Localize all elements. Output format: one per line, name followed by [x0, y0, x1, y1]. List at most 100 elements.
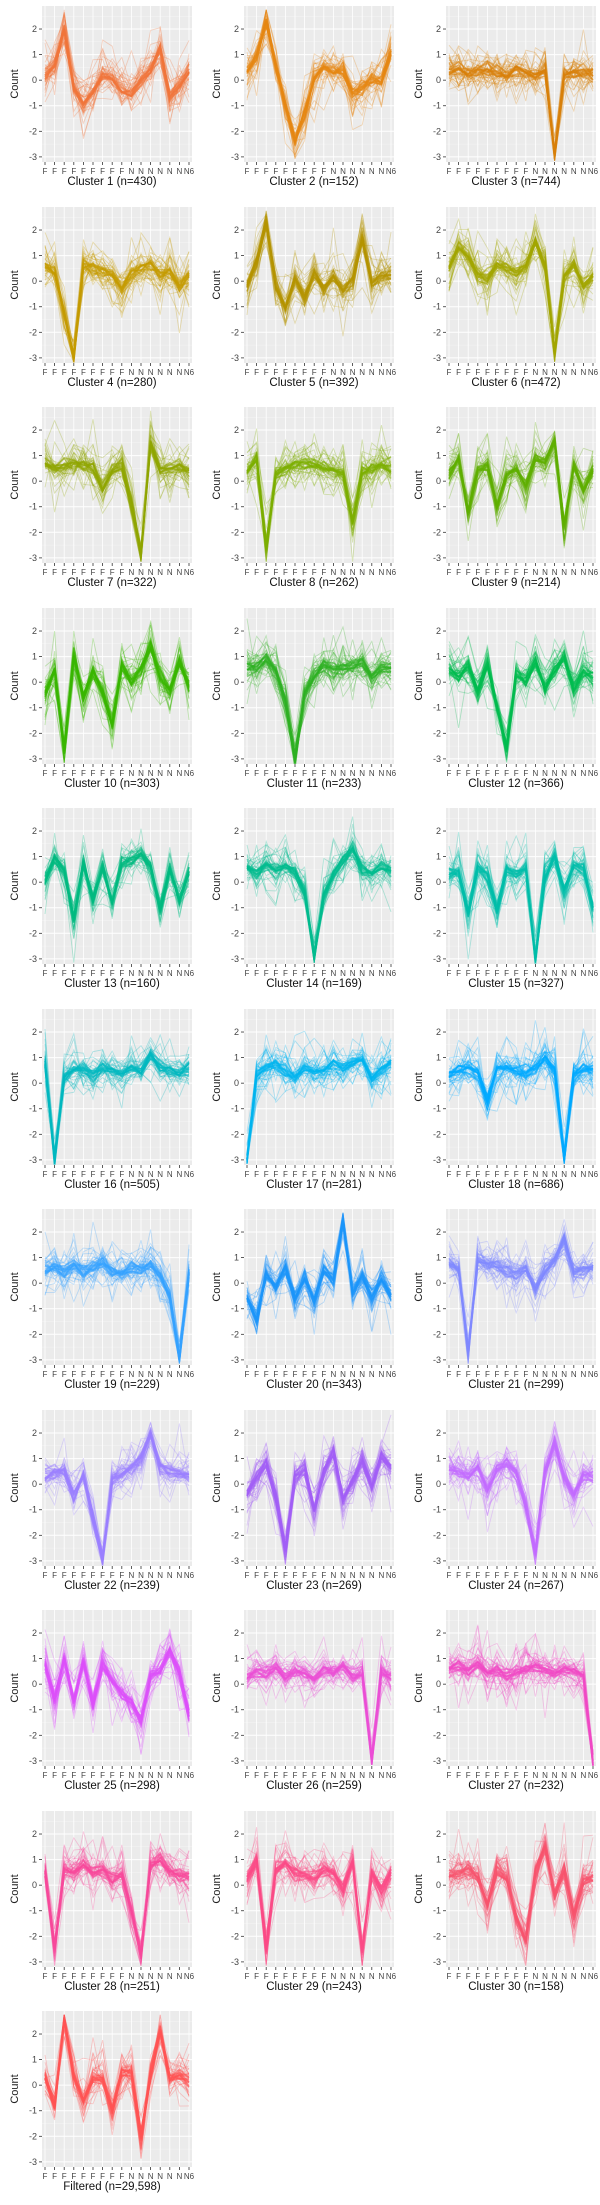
y-tick-label: -1 — [433, 301, 441, 311]
x-tick-label: N — [177, 1972, 183, 1981]
y-tick-label: 1 — [436, 1052, 441, 1062]
cluster-panel: 2 1 0 -1 -2 -3 Count F F F F F F F F F N N N N N N N6 Cluster 1… — [406, 802, 600, 1002]
x-tick-label: N — [571, 167, 577, 176]
profile-line — [44, 635, 190, 727]
x-tick-label: N6 — [184, 568, 195, 577]
y-tick-label: -3 — [231, 753, 239, 763]
cluster-panel: 2 1 0 -1 -2 -3 Count F F F F F F F F F N N N N N N N6 Cluster 2… — [2, 1805, 200, 2005]
x-tick-label: F — [264, 769, 269, 778]
x-tick-label: F — [119, 1370, 124, 1379]
y-tick-label: -1 — [231, 1504, 239, 1514]
x-tick-label: F — [447, 1571, 452, 1580]
cluster-panel: 2 1 0 -1 -2 -3 Count F F F F F F F F F N N N N N N N6 Cluster 1… — [2, 602, 200, 802]
x-tick-label: F — [43, 368, 48, 377]
profile-line — [44, 440, 190, 556]
x-tick-label: N — [581, 1771, 587, 1780]
x-tick-label: F — [312, 1972, 317, 1981]
profile-line-bundle — [44, 231, 190, 363]
panel-caption: Cluster 21 (n=299) — [468, 1379, 564, 1391]
y-tick-label: -3 — [433, 1555, 441, 1565]
x-tick-label: F — [100, 1972, 105, 1981]
x-tick-label: F — [321, 1370, 326, 1379]
x-tick-label: N — [561, 568, 567, 577]
cluster-panel: 2 1 0 -1 -2 -3 Count F F F F F F F F F N N N N N N N6 Cluster 1… — [2, 1203, 200, 1403]
x-tick-label: N — [167, 568, 173, 577]
profile-line-bundle — [246, 816, 392, 963]
profile-line — [44, 1028, 190, 1151]
cluster-panel: 2 1 0 -1 -2 -3 Count F F F F F F F F F N N N N N N N6 Cluster 1… — [406, 1003, 600, 1203]
cluster-panel: 2 1 0 -1 -2 -3 Count F F F F F F F F F N N N N N N N6 Cluster 8… — [204, 401, 402, 601]
profile-line — [448, 67, 594, 155]
x-tick-label: N — [581, 568, 587, 577]
x-tick-label: F — [466, 969, 471, 978]
x-tick-label: F — [245, 1771, 250, 1780]
x-tick-label: F — [466, 1771, 471, 1780]
x-tick-label: F — [52, 368, 57, 377]
x-tick-label: F — [81, 568, 86, 577]
x-tick-label: F — [245, 368, 250, 377]
y-tick-label: -1 — [29, 903, 37, 913]
y-tick-label: 1 — [32, 852, 37, 862]
x-tick-label: F — [264, 167, 269, 176]
y-tick-label: 1 — [436, 852, 441, 862]
x-tick-label: F — [495, 1972, 500, 1981]
x-tick-label: F — [495, 1370, 500, 1379]
x-tick-label: F — [302, 1170, 307, 1179]
x-tick-label: F — [456, 1370, 461, 1379]
profile-line — [246, 1855, 392, 1953]
profile-line — [246, 1034, 392, 1164]
x-tick-label: F — [302, 1571, 307, 1580]
profile-line — [246, 452, 392, 558]
profile-line-bundle — [44, 1221, 190, 1364]
y-tick-label: -2 — [231, 527, 239, 537]
x-tick-label: F — [523, 769, 528, 778]
profile-line-bundle — [448, 630, 594, 763]
profile-line-bundle — [246, 9, 392, 160]
profile-line — [448, 53, 594, 152]
y-axis-title: Count — [413, 1673, 425, 1702]
x-tick-label: N — [561, 1972, 567, 1981]
x-tick-label: F — [514, 1571, 519, 1580]
panel-caption: Cluster 3 (n=744) — [471, 176, 561, 188]
x-tick-label: N — [571, 1370, 577, 1379]
x-tick-label: F — [514, 969, 519, 978]
y-tick-label: -3 — [231, 954, 239, 964]
y-tick-label: -2 — [29, 1931, 37, 1941]
profile-line — [44, 1051, 190, 1164]
x-tick-label: N — [157, 368, 163, 377]
x-tick-label: F — [91, 969, 96, 978]
y-tick-label: -2 — [29, 728, 37, 738]
x-tick-label: N — [350, 1972, 356, 1981]
x-tick-label: N — [340, 568, 346, 577]
x-tick-label: N6 — [588, 969, 599, 978]
y-axis-title: Count — [211, 69, 223, 98]
y-tick-label: -2 — [29, 1329, 37, 1339]
x-tick-label: F — [293, 1370, 298, 1379]
profile-line — [246, 643, 392, 756]
x-tick-label: F — [514, 1370, 519, 1379]
x-tick-label: F — [264, 1771, 269, 1780]
x-tick-label: F — [245, 1370, 250, 1379]
x-tick-label: N — [167, 769, 173, 778]
cluster-panel: 2 1 0 -1 -2 -3 Count F F F F F F F F F N N N N N N N6 Cluster 2… — [2, 1604, 200, 1804]
x-tick-label: F — [312, 1771, 317, 1780]
x-tick-label: F — [119, 368, 124, 377]
x-tick-label: F — [321, 1170, 326, 1179]
x-tick-label: N — [533, 568, 539, 577]
y-tick-label: -1 — [433, 702, 441, 712]
x-tick-label: N — [177, 568, 183, 577]
x-tick-label: F — [264, 568, 269, 577]
plot-background — [42, 1008, 192, 1165]
x-tick-label: F — [485, 568, 490, 577]
y-tick-label: 1 — [234, 250, 239, 260]
x-tick-label: F — [523, 568, 528, 577]
profile-line — [246, 42, 392, 141]
x-tick-label: F — [302, 167, 307, 176]
x-tick-label: F — [119, 167, 124, 176]
y-tick-label: -1 — [231, 502, 239, 512]
profile-line — [246, 1047, 392, 1164]
